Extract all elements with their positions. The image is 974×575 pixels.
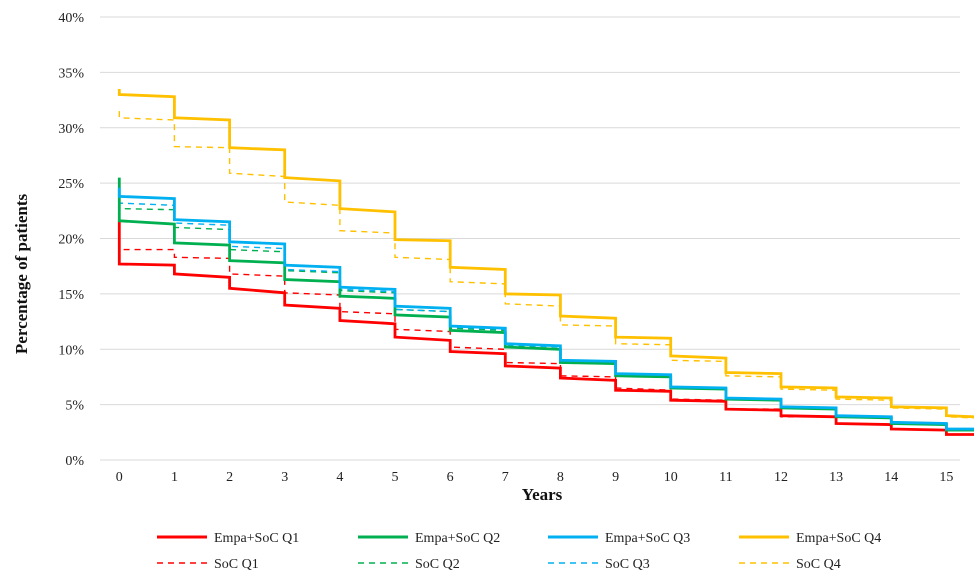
x-tick-label: 11	[719, 470, 732, 485]
legend-label: Empa+SoC Q4	[796, 531, 881, 546]
y-tick-label: 10%	[58, 343, 84, 358]
legend-label: SoC Q3	[605, 557, 650, 572]
x-tick-label: 13	[829, 470, 843, 485]
series-line-soc-q1	[118, 242, 974, 436]
legend-label: SoC Q2	[415, 557, 460, 572]
series-line-empa-soc-q3	[117, 187, 974, 431]
legend: Empa+SoC Q1 Empa+SoC Q2 Empa+SoC Q3 Empa+So…	[157, 531, 881, 572]
x-tick-label: 8	[557, 470, 564, 485]
y-tick-label: 0%	[65, 454, 84, 469]
legend-label: SoC Q4	[796, 557, 841, 572]
x-tick-label: 6	[447, 470, 454, 485]
gridlines	[100, 16, 960, 461]
y-tick-label: 40%	[58, 11, 84, 26]
y-tick-label: 15%	[58, 288, 84, 303]
x-axis-title: Years	[522, 485, 563, 504]
x-tick-label: 14	[884, 470, 898, 485]
x-axis-ticks: 0 1 2 3 4 5 6 7 8 9 10 11 12 13 14 15	[116, 470, 954, 485]
series-line-empa-soc-q1	[117, 220, 974, 436]
x-tick-label: 9	[612, 470, 619, 485]
y-tick-label: 35%	[58, 66, 84, 81]
x-tick-label: 12	[774, 470, 788, 485]
x-tick-label: 3	[281, 470, 288, 485]
x-tick-label: 15	[939, 470, 953, 485]
x-tick-label: 2	[226, 470, 233, 485]
series-line-empa-soc-q4	[117, 89, 974, 419]
y-axis-title: Percentage of patients	[12, 194, 31, 355]
series-line-empa-soc-q2	[117, 177, 974, 432]
legend-label: Empa+SoC Q1	[214, 531, 299, 546]
legend-label: Empa+SoC Q3	[605, 531, 690, 546]
x-tick-label: 7	[502, 470, 509, 485]
series-lines	[117, 89, 974, 436]
x-tick-label: 1	[171, 470, 178, 485]
y-tick-label: 30%	[58, 122, 84, 137]
legend-label: SoC Q1	[214, 557, 259, 572]
x-tick-label: 10	[664, 470, 678, 485]
x-tick-label: 0	[116, 470, 123, 485]
y-tick-label: 20%	[58, 233, 84, 248]
x-tick-label: 4	[336, 470, 343, 485]
series-line-soc-q4	[118, 111, 974, 419]
y-tick-label: 5%	[65, 399, 84, 414]
y-tick-label: 25%	[58, 177, 84, 192]
x-tick-label: 5	[392, 470, 399, 485]
legend-label: Empa+SoC Q2	[415, 531, 500, 546]
y-axis-ticks: 0% 5% 10% 15% 20% 25% 30% 35% 40%	[58, 11, 84, 469]
